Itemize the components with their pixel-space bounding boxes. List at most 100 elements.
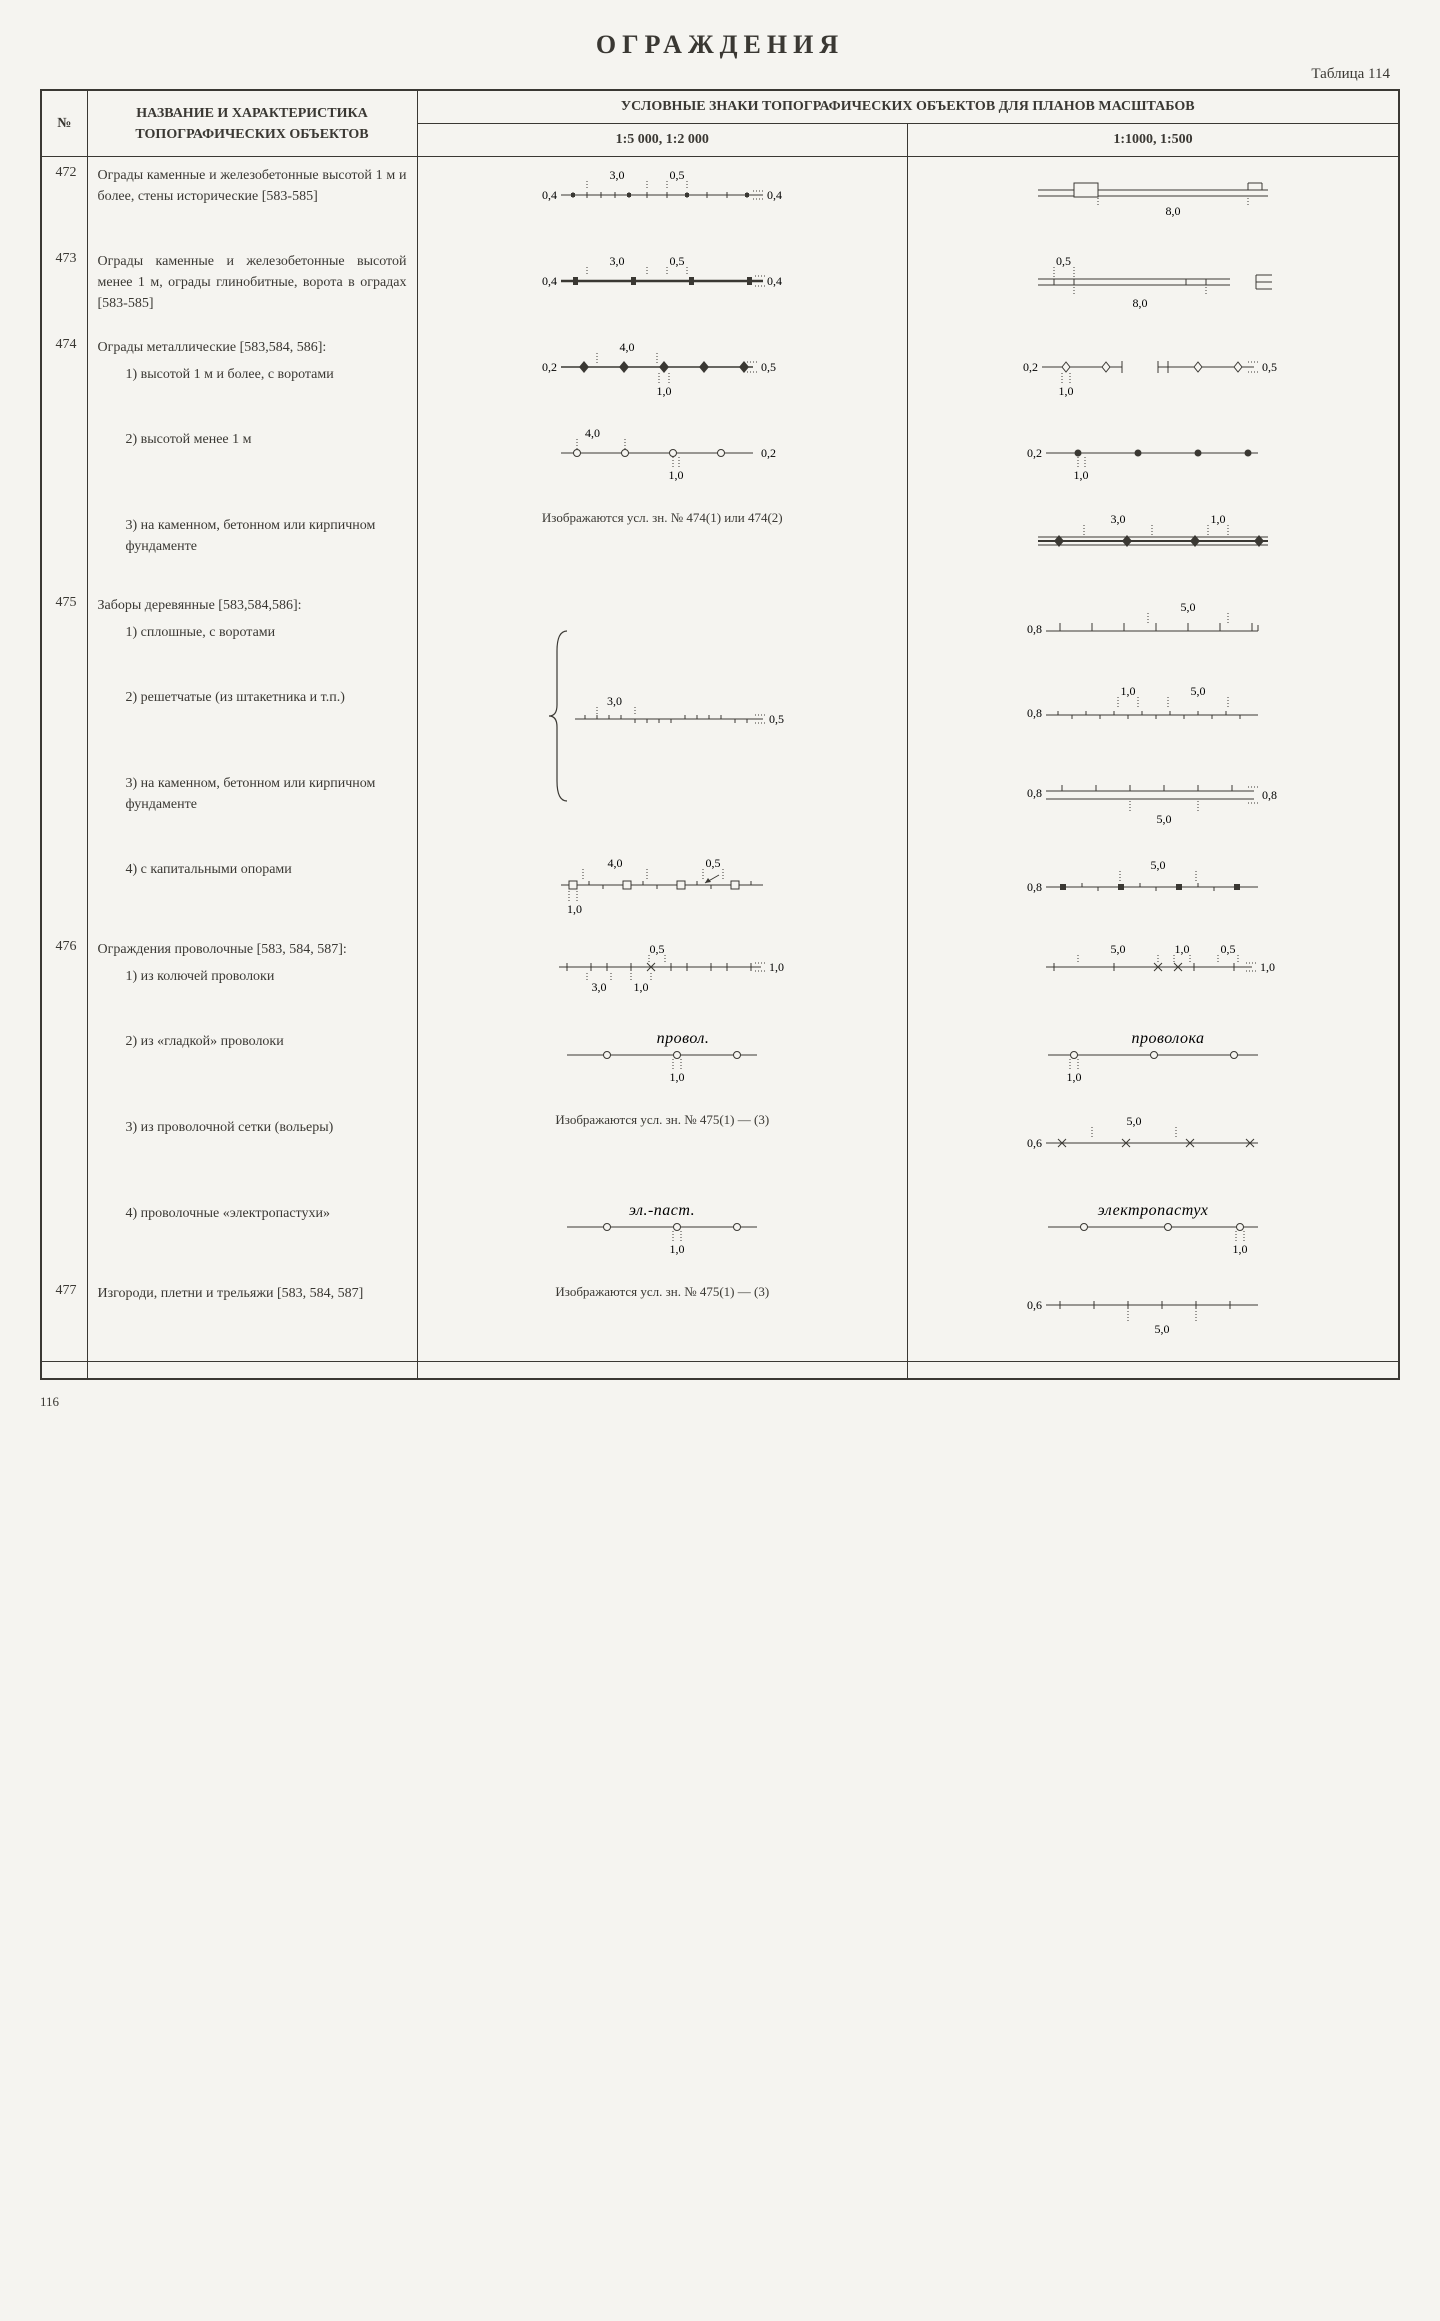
symbol-474-1-scale1: 4,0 0,2 0,5 (428, 337, 898, 407)
row-subdesc: 2) решетчатые (из штакетника и т.п.) (98, 687, 407, 708)
svg-text:0,4: 0,4 (767, 274, 782, 288)
svg-text:1,0: 1,0 (670, 1070, 685, 1084)
row-subdesc: 2) из «гладкой» проволоки (98, 1031, 407, 1052)
symbol-476-1-scale1: 0,5 (428, 939, 898, 1009)
svg-text:1,0: 1,0 (1059, 384, 1074, 398)
row-subdesc: 1) из колючей проволоки (98, 966, 407, 987)
svg-text:1,0: 1,0 (1260, 960, 1275, 974)
svg-text:0,2: 0,2 (1027, 446, 1042, 460)
svg-text:0,5: 0,5 (1262, 360, 1277, 374)
row-subdesc: 3) на каменном, бетонном или кирпичном ф… (98, 773, 407, 815)
symbol-475-4-scale2: 0,8 5,0 (918, 853, 1388, 923)
svg-text:0,2: 0,2 (1023, 360, 1038, 374)
symbol-474-2-scale1: 4,0 0,2 1,0 (428, 423, 898, 493)
symbol-476-3-scale2: 0,6 5,0 (918, 1111, 1388, 1181)
svg-text:0,6: 0,6 (1027, 1298, 1042, 1312)
table-row: 473 Ограды каменные и железобетонные выс… (41, 243, 1399, 329)
row-subdesc: 3) на каменном, бетонном или кирпичном ф… (98, 515, 407, 557)
svg-text:8,0: 8,0 (1166, 204, 1181, 218)
page-container: ОГРАЖДЕНИЯ Таблица 114 № НАЗВАНИЕ И ХАРА… (40, 30, 1400, 1410)
svg-text:0,6: 0,6 (1027, 1136, 1042, 1150)
symbol-476-4-scale1: эл.-паст. 1,0 (428, 1197, 898, 1267)
symbol-note: Изображаются усл. зн. № 475(1) — (3) (428, 1283, 898, 1301)
header-num: № (41, 90, 87, 157)
svg-text:0,2: 0,2 (761, 446, 776, 460)
page-number: 116 (40, 1394, 1400, 1410)
row-subdesc: 4) проволочные «электропастухи» (98, 1203, 407, 1224)
svg-text:1,0: 1,0 (670, 1242, 685, 1256)
svg-text:1,0: 1,0 (1121, 684, 1136, 698)
symbol-note: Изображаются усл. зн. № 475(1) — (3) (428, 1111, 898, 1129)
svg-text:0,5: 0,5 (670, 254, 685, 268)
main-table: № НАЗВАНИЕ И ХАРАКТЕРИСТИКА ТОПОГРАФИЧЕС… (40, 89, 1400, 1380)
svg-text:5,0: 5,0 (1181, 600, 1196, 614)
symbol-474-2-scale2: 0,2 1,0 (918, 423, 1388, 493)
table-row: 4) проволочные «электропастухи» эл.-паст… (41, 1189, 1399, 1275)
row-subdesc: 3) из проволочной сетки (вольеры) (98, 1117, 407, 1138)
row-num: 476 (41, 931, 87, 1017)
symbol-475-brace-scale1: 3,0 (428, 621, 898, 811)
row-subdesc: 1) сплошные, с воротами (98, 622, 407, 643)
table-row: 476 Ограждения проволочные [583, 584, 58… (41, 931, 1399, 1017)
svg-text:5,0: 5,0 (1111, 942, 1126, 956)
symbol-472-scale2: 8,0 (918, 165, 1388, 235)
svg-text:провол.: провол. (657, 1030, 710, 1047)
svg-text:0,5: 0,5 (706, 856, 721, 870)
symbol-note: Изображаются усл. зн. № 474(1) или 474(2… (428, 509, 898, 527)
header-signs: УСЛОВНЫЕ ЗНАКИ ТОПОГРАФИЧЕСКИХ ОБЪЕКТОВ … (417, 90, 1399, 124)
row-desc: Ограды металлические [583,584, 586]: (98, 337, 407, 358)
svg-text:4,0: 4,0 (620, 340, 635, 354)
page-title: ОГРАЖДЕНИЯ (40, 30, 1400, 60)
row-desc: Заборы деревянные [583,584,586]: (98, 595, 407, 616)
symbol-476-4-scale2: электропастух 1,0 (918, 1197, 1388, 1267)
symbol-475-3-scale2: 0,8 0,8 (918, 767, 1388, 837)
table-row: 475 Заборы деревянные [583,584,586]: 1) … (41, 587, 1399, 673)
svg-text:1,0: 1,0 (634, 980, 649, 994)
row-num: 477 (41, 1275, 87, 1362)
svg-text:3,0: 3,0 (607, 694, 622, 708)
table-number: Таблица 114 (40, 66, 1400, 83)
svg-text:4,0: 4,0 (585, 426, 600, 440)
symbol-474-3-scale2: 3,0 1,0 (918, 509, 1388, 579)
row-num: 472 (41, 157, 87, 244)
row-subdesc: 2) высотой менее 1 м (98, 429, 407, 450)
table-row-end (41, 1362, 1399, 1380)
svg-text:0,5: 0,5 (761, 360, 776, 374)
symbol-477-scale2: 0,6 5,0 (918, 1283, 1388, 1353)
svg-text:5,0: 5,0 (1157, 812, 1172, 826)
svg-text:1,0: 1,0 (567, 902, 582, 916)
symbol-473-scale1: 3,0 0,5 0,4 (428, 251, 898, 321)
row-num: 474 (41, 329, 87, 415)
svg-text:0,5: 0,5 (1221, 942, 1236, 956)
header-scale2: 1:1000, 1:500 (908, 124, 1399, 157)
svg-text:0,8: 0,8 (1027, 880, 1042, 894)
symbol-473-scale2: 0,5 (918, 251, 1388, 321)
svg-text:0,5: 0,5 (650, 942, 665, 956)
svg-text:0,8: 0,8 (1027, 786, 1042, 800)
svg-text:0,8: 0,8 (1027, 706, 1042, 720)
table-row: 3) из проволочной сетки (вольеры) Изобра… (41, 1103, 1399, 1189)
svg-text:0,8: 0,8 (1262, 788, 1277, 802)
svg-text:0,4: 0,4 (542, 188, 557, 202)
symbol-476-2-scale2: проволока 1,0 (918, 1025, 1388, 1095)
svg-text:эл.-паст.: эл.-паст. (629, 1202, 695, 1219)
symbol-476-2-scale1: провол. 1,0 (428, 1025, 898, 1095)
symbol-475-1-scale2: 0,8 5,0 (918, 595, 1388, 665)
header-scale1: 1:5 000, 1:2 000 (417, 124, 908, 157)
row-num: 475 (41, 587, 87, 673)
svg-text:3,0: 3,0 (1111, 512, 1126, 526)
row-desc: Ограды каменные и железобетонные высотой… (98, 165, 407, 207)
svg-text:5,0: 5,0 (1151, 858, 1166, 872)
svg-text:0,5: 0,5 (670, 168, 685, 182)
table-row: 4) с капитальными опорами 4,0 0,5 (41, 845, 1399, 931)
symbol-476-1-scale2: 5,0 1,0 0,5 (918, 939, 1388, 1009)
symbol-472-scale1: 3,0 0,5 0,4 (428, 165, 898, 235)
svg-text:1,0: 1,0 (1211, 512, 1226, 526)
svg-text:5,0: 5,0 (1155, 1322, 1170, 1336)
svg-text:4,0: 4,0 (608, 856, 623, 870)
row-subdesc: 4) с капитальными опорами (98, 859, 407, 880)
header-desc: НАЗВАНИЕ И ХАРАКТЕРИСТИКА ТОПОГРАФИЧЕСКИ… (87, 90, 417, 157)
table-row: 477 Изгороди, плетни и трельяжи [583, 58… (41, 1275, 1399, 1362)
row-desc: Изгороди, плетни и трельяжи [583, 584, 5… (98, 1283, 407, 1304)
table-row: 474 Ограды металлические [583,584, 586]:… (41, 329, 1399, 415)
